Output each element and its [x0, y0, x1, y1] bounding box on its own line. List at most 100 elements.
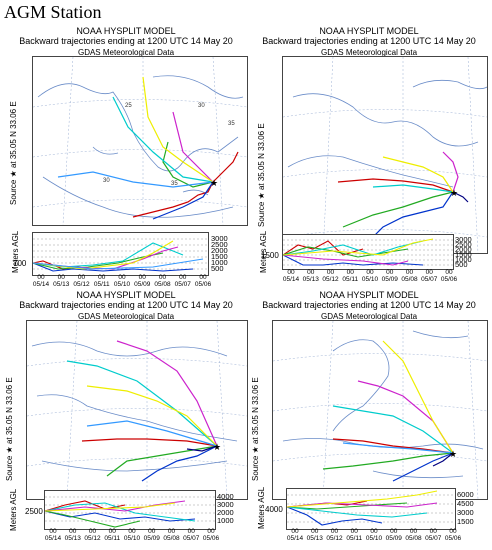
date-tick-label: 00 05/13 — [53, 274, 70, 288]
svg-text:★: ★ — [210, 178, 218, 188]
source-label: Source ★ at 35.05 N 33.06 E — [257, 123, 266, 227]
date-tick-label: 00 05/09 — [385, 528, 402, 542]
level-label: 2000 — [455, 245, 472, 254]
profile-canvas — [287, 490, 455, 526]
svg-text:35: 35 — [228, 121, 235, 127]
date-tick-label: 00 05/10 — [361, 269, 379, 283]
level-label: 1500 — [211, 252, 228, 261]
date-tick-label: 00 05/11 — [93, 274, 110, 288]
start-height: 4000 — [265, 505, 283, 514]
trajectory-subtitle: Backward trajectories ending at 1200 UTC… — [19, 36, 233, 46]
level-label: 500 — [211, 264, 224, 273]
source-label: Source ★ at 35.05 N 33.06 E — [9, 101, 18, 205]
date-tick-label: 00 05/13 — [302, 269, 319, 283]
level-label: 3000 — [457, 508, 474, 517]
profile-canvas — [33, 238, 208, 272]
date-tick-label: 00 05/13 — [64, 528, 81, 542]
panel-top-left: NOAA HYSPLIT MODEL Backward trajectories… — [4, 26, 248, 288]
source-label: Source ★ at 35.05 N 33.06 E — [251, 377, 260, 481]
date-tick-label: 00 05/14 — [286, 528, 304, 542]
svg-text:★: ★ — [449, 449, 457, 459]
level-label: 1000 — [455, 255, 472, 264]
station-title: AGM Station — [4, 2, 102, 22]
source-label: Source ★ at 35.05 N 33.06 E — [5, 377, 14, 481]
model-title: NOAA HYSPLIT MODEL — [76, 26, 176, 36]
level-label: 1000 — [211, 258, 228, 267]
map-canvas: ★ — [27, 321, 247, 499]
height-profile: Meters AGL 700 3000 2500 2000 1500 1000 … — [11, 231, 228, 276]
start-height: 2500 — [25, 507, 43, 516]
date-tick-label: 00 05/10 — [123, 528, 141, 542]
profile-canvas — [45, 496, 215, 528]
svg-text:★: ★ — [450, 188, 458, 198]
svg-text:30: 30 — [198, 103, 205, 109]
date-tick-label: 00 05/06 — [444, 528, 462, 542]
profile-canvas — [283, 238, 453, 266]
date-tick-label: 00 05/12 — [84, 528, 101, 542]
level-label: 2500 — [211, 240, 228, 249]
date-tick-label: 00 05/06 — [194, 274, 212, 288]
level-label: 3000 — [211, 234, 228, 243]
met-data-label: GDAS Meteorological Data — [320, 48, 418, 57]
level-label: 4500 — [457, 499, 474, 508]
model-title: NOAA HYSPLIT MODEL — [319, 290, 419, 300]
date-tick-label: 00 05/12 — [322, 269, 339, 283]
trajectory-map: 25 30 35 30 35 ★ Source ★ at 35.05 N 33.06 E — [9, 56, 248, 226]
svg-text:30: 30 — [103, 178, 110, 184]
date-tick-label: 00 05/10 — [113, 274, 131, 288]
date-tick-label: 00 05/09 — [143, 528, 160, 542]
trajectory-map: ★ Source ★ at 35.05 N 33.06 E — [251, 320, 488, 500]
level-label: 500 — [455, 260, 468, 269]
level-label: 1000 — [217, 516, 234, 525]
date-tick-label: 00 05/08 — [163, 528, 180, 542]
trajectory-subtitle: Backward trajectories ending at 1200 UTC… — [19, 300, 233, 310]
trajectory-map: ★ Source ★ at 35.05 N 33.06 E — [257, 56, 488, 254]
date-tick-label: 00 05/12 — [73, 274, 90, 288]
profile-axis-label: Meters AGL — [9, 488, 18, 531]
height-profile: Meters AGL 1500 3000 2500 2000 1500 1000… — [259, 231, 472, 273]
model-title: NOAA HYSPLIT MODEL — [76, 290, 176, 300]
map-canvas: ★ — [273, 321, 487, 499]
date-tick-label: 00 05/14 — [282, 269, 300, 283]
trajectory-subtitle: Backward trajectories ending at 1200 UTC… — [262, 36, 476, 46]
map-canvas: 25 30 35 30 35 ★ — [33, 57, 247, 225]
date-tick-label: 00 05/06 — [440, 269, 458, 283]
level-label: 4000 — [217, 492, 234, 501]
date-tick-label: 00 05/08 — [401, 269, 418, 283]
date-tick-label: 00 05/13 — [306, 528, 323, 542]
date-tick-label: 00 05/07 — [425, 528, 442, 542]
date-tick-label: 00 05/08 — [405, 528, 422, 542]
level-label: 1500 — [455, 250, 472, 259]
trajectory-subtitle: Backward trajectories ending at 1200 UTC… — [262, 300, 476, 310]
met-data-label: GDAS Meteorological Data — [77, 48, 175, 57]
date-axis: 00 05/14 00 05/13 00 05/12 00 05/11 00 05/10… — [32, 274, 212, 290]
date-axis: 00 05/14 00 05/13 00 05/12 00 05/11 00 05/10… — [286, 528, 462, 544]
date-tick-label: 00 05/10 — [365, 528, 383, 542]
panel-top-right: NOAA HYSPLIT MODEL Backward trajectories… — [250, 26, 488, 288]
panel-bottom-left: NOAA HYSPLIT MODEL Backward trajectories… — [4, 290, 248, 548]
trajectory-map: ★ Source ★ at 35.05 N 33.06 E — [5, 320, 248, 500]
level-label: 6000 — [457, 490, 474, 499]
date-axis: 00 05/14 00 05/13 00 05/12 00 05/11 00 05/10… — [282, 269, 458, 285]
date-axis: 00 05/14 00 05/13 00 05/12 00 05/11 00 05/10… — [44, 528, 220, 544]
date-tick-label: 00 05/07 — [183, 528, 200, 542]
svg-text:35: 35 — [171, 181, 178, 187]
date-tick-label: 00 05/07 — [174, 274, 191, 288]
height-profile: Meters AGL 4000 6000 4500 3000 1500 — [257, 487, 474, 530]
height-profile: Meters AGL 2500 4000 3000 2000 1000 — [9, 489, 234, 531]
level-label: 1500 — [457, 517, 474, 526]
date-tick-label: 00 05/08 — [154, 274, 171, 288]
date-tick-label: 00 05/14 — [32, 274, 50, 288]
date-tick-label: 00 05/11 — [104, 528, 121, 542]
svg-text:★: ★ — [213, 442, 221, 452]
level-label: 2500 — [455, 240, 472, 249]
date-tick-label: 00 05/09 — [381, 269, 398, 283]
date-tick-label: 00 05/11 — [342, 269, 359, 283]
met-data-label: GDAS Meteorological Data — [77, 312, 175, 321]
date-tick-label: 00 05/11 — [346, 528, 363, 542]
date-tick-label: 00 05/06 — [202, 528, 220, 542]
date-tick-label: 00 05/09 — [134, 274, 151, 288]
model-title: NOAA HYSPLIT MODEL — [319, 26, 419, 36]
date-tick-label: 00 05/12 — [326, 528, 343, 542]
map-canvas: ★ — [283, 57, 487, 253]
